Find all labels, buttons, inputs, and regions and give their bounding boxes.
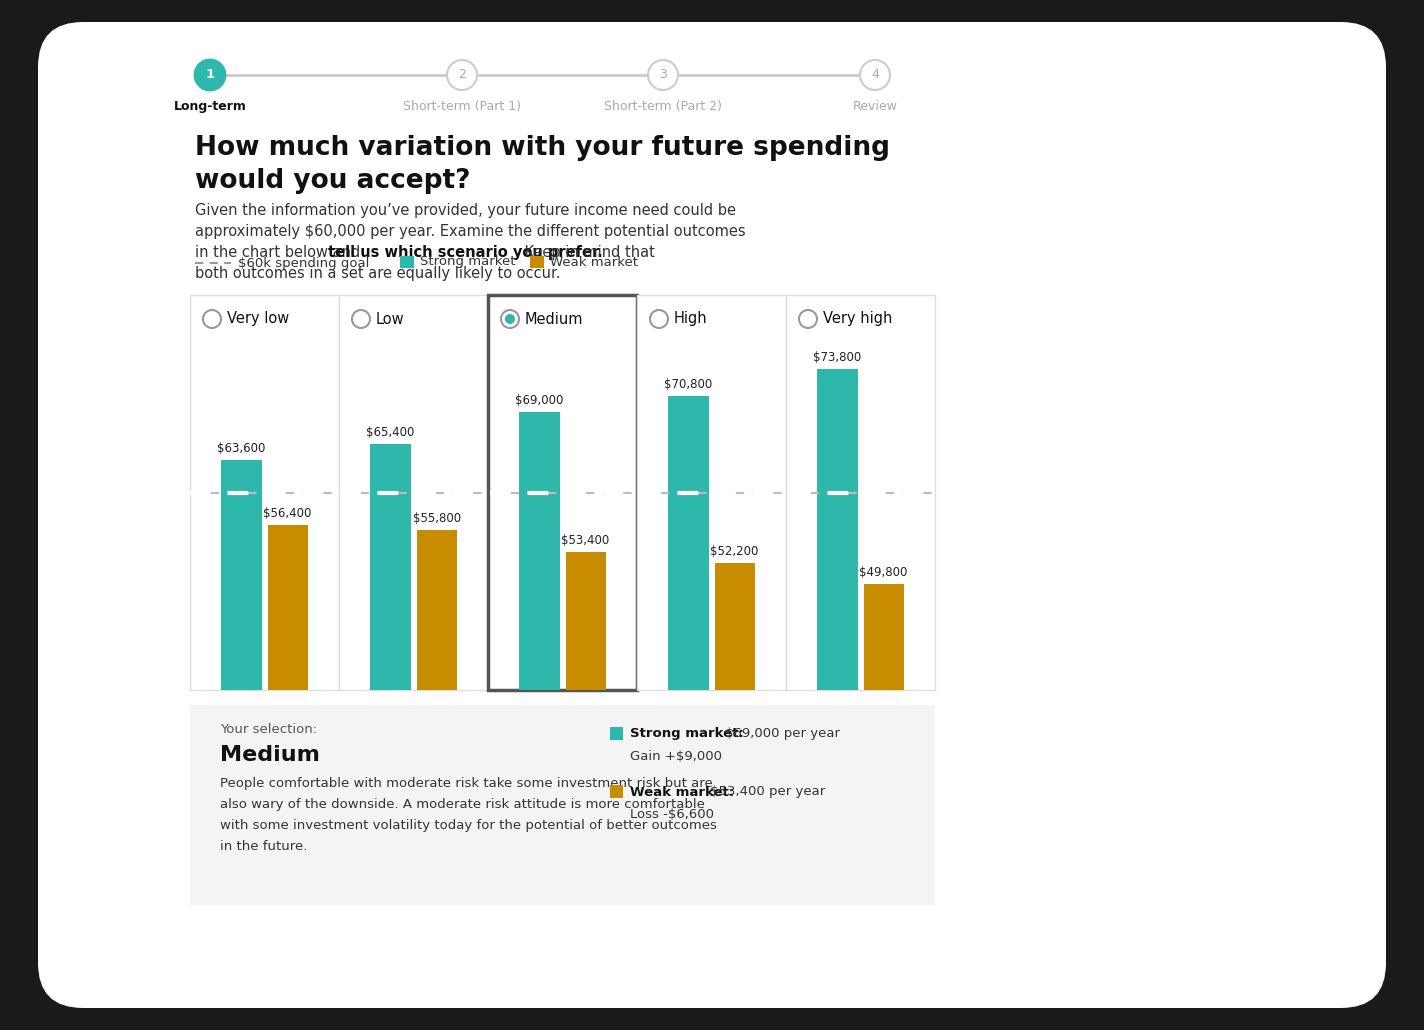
FancyBboxPatch shape bbox=[221, 460, 262, 690]
Text: Short-term (Part 1): Short-term (Part 1) bbox=[403, 100, 521, 113]
FancyBboxPatch shape bbox=[668, 396, 709, 690]
Text: $70,800: $70,800 bbox=[664, 378, 712, 390]
Text: in the chart below and: in the chart below and bbox=[195, 245, 365, 260]
Text: $49,800: $49,800 bbox=[860, 566, 909, 579]
Text: would you accept?: would you accept? bbox=[195, 168, 470, 194]
Text: Very low: Very low bbox=[226, 311, 289, 327]
Text: approximately $60,000 per year. Examine the different potential outcomes: approximately $60,000 per year. Examine … bbox=[195, 224, 746, 239]
Circle shape bbox=[195, 60, 225, 90]
Circle shape bbox=[204, 310, 221, 328]
FancyBboxPatch shape bbox=[609, 785, 624, 798]
FancyBboxPatch shape bbox=[565, 552, 605, 690]
Text: $53,400: $53,400 bbox=[561, 534, 609, 547]
Circle shape bbox=[648, 60, 678, 90]
Circle shape bbox=[447, 60, 477, 90]
Text: Medium: Medium bbox=[219, 745, 320, 765]
FancyBboxPatch shape bbox=[38, 22, 1386, 1008]
FancyBboxPatch shape bbox=[520, 412, 560, 690]
Text: $69,000: $69,000 bbox=[515, 393, 564, 407]
Text: $69,000 per year: $69,000 per year bbox=[725, 727, 840, 741]
Text: $60k spending goal: $60k spending goal bbox=[238, 256, 369, 270]
FancyBboxPatch shape bbox=[786, 295, 936, 690]
Text: also wary of the downside. A moderate risk attitude is more comfortable: also wary of the downside. A moderate ri… bbox=[219, 798, 705, 811]
FancyBboxPatch shape bbox=[416, 530, 457, 690]
FancyBboxPatch shape bbox=[637, 295, 786, 690]
Circle shape bbox=[649, 310, 668, 328]
Text: $53,400 per year: $53,400 per year bbox=[711, 786, 826, 798]
Text: 4: 4 bbox=[871, 69, 879, 81]
FancyBboxPatch shape bbox=[609, 727, 624, 740]
Text: People comfortable with moderate risk take some investment risk but are: People comfortable with moderate risk ta… bbox=[219, 777, 713, 790]
Text: High: High bbox=[674, 311, 708, 327]
Text: Weak market:: Weak market: bbox=[629, 786, 735, 798]
Text: Long-term: Long-term bbox=[174, 100, 246, 113]
FancyBboxPatch shape bbox=[370, 444, 410, 690]
Text: in the future.: in the future. bbox=[219, 840, 308, 853]
Text: 2: 2 bbox=[459, 69, 466, 81]
Text: $73,800: $73,800 bbox=[813, 350, 862, 364]
Text: Weak market: Weak market bbox=[550, 255, 638, 269]
Text: 1: 1 bbox=[205, 69, 215, 81]
Text: tell us which scenario you prefer.: tell us which scenario you prefer. bbox=[328, 245, 602, 260]
Text: Keep in mind that: Keep in mind that bbox=[520, 245, 655, 260]
FancyBboxPatch shape bbox=[400, 256, 414, 268]
FancyBboxPatch shape bbox=[715, 562, 755, 690]
Text: with some investment volatility today for the potential of better outcomes: with some investment volatility today fo… bbox=[219, 819, 716, 832]
Text: Low: Low bbox=[376, 311, 404, 327]
Text: Review: Review bbox=[853, 100, 897, 113]
Circle shape bbox=[860, 60, 890, 90]
Text: $52,200: $52,200 bbox=[711, 545, 759, 557]
Circle shape bbox=[799, 310, 817, 328]
Text: Medium: Medium bbox=[525, 311, 584, 327]
Text: Short-term (Part 2): Short-term (Part 2) bbox=[604, 100, 722, 113]
Text: Given the information you’ve provided, your future income need could be: Given the information you’ve provided, y… bbox=[195, 203, 736, 218]
Circle shape bbox=[352, 310, 370, 328]
Circle shape bbox=[506, 314, 515, 324]
Text: How much variation with your future spending: How much variation with your future spen… bbox=[195, 135, 890, 161]
Text: Strong market:: Strong market: bbox=[629, 727, 743, 741]
Text: both outcomes in a set are equally likely to occur.: both outcomes in a set are equally likel… bbox=[195, 266, 561, 281]
Text: Strong market: Strong market bbox=[420, 255, 515, 269]
FancyBboxPatch shape bbox=[863, 584, 904, 690]
FancyBboxPatch shape bbox=[189, 295, 339, 690]
Text: Very high: Very high bbox=[823, 311, 893, 327]
FancyBboxPatch shape bbox=[817, 369, 857, 690]
Circle shape bbox=[501, 310, 518, 328]
Text: Your selection:: Your selection: bbox=[219, 723, 318, 736]
Text: $65,400: $65,400 bbox=[366, 426, 414, 439]
Text: Gain +$9,000: Gain +$9,000 bbox=[629, 750, 722, 762]
Text: $55,800: $55,800 bbox=[413, 512, 461, 525]
FancyBboxPatch shape bbox=[488, 295, 637, 690]
FancyBboxPatch shape bbox=[189, 705, 936, 905]
Text: Loss -$6,600: Loss -$6,600 bbox=[629, 809, 713, 822]
FancyBboxPatch shape bbox=[268, 525, 308, 690]
FancyBboxPatch shape bbox=[339, 295, 488, 690]
Text: 3: 3 bbox=[659, 69, 666, 81]
Text: $56,400: $56,400 bbox=[263, 507, 312, 520]
Text: $63,600: $63,600 bbox=[218, 442, 265, 455]
FancyBboxPatch shape bbox=[530, 256, 544, 268]
